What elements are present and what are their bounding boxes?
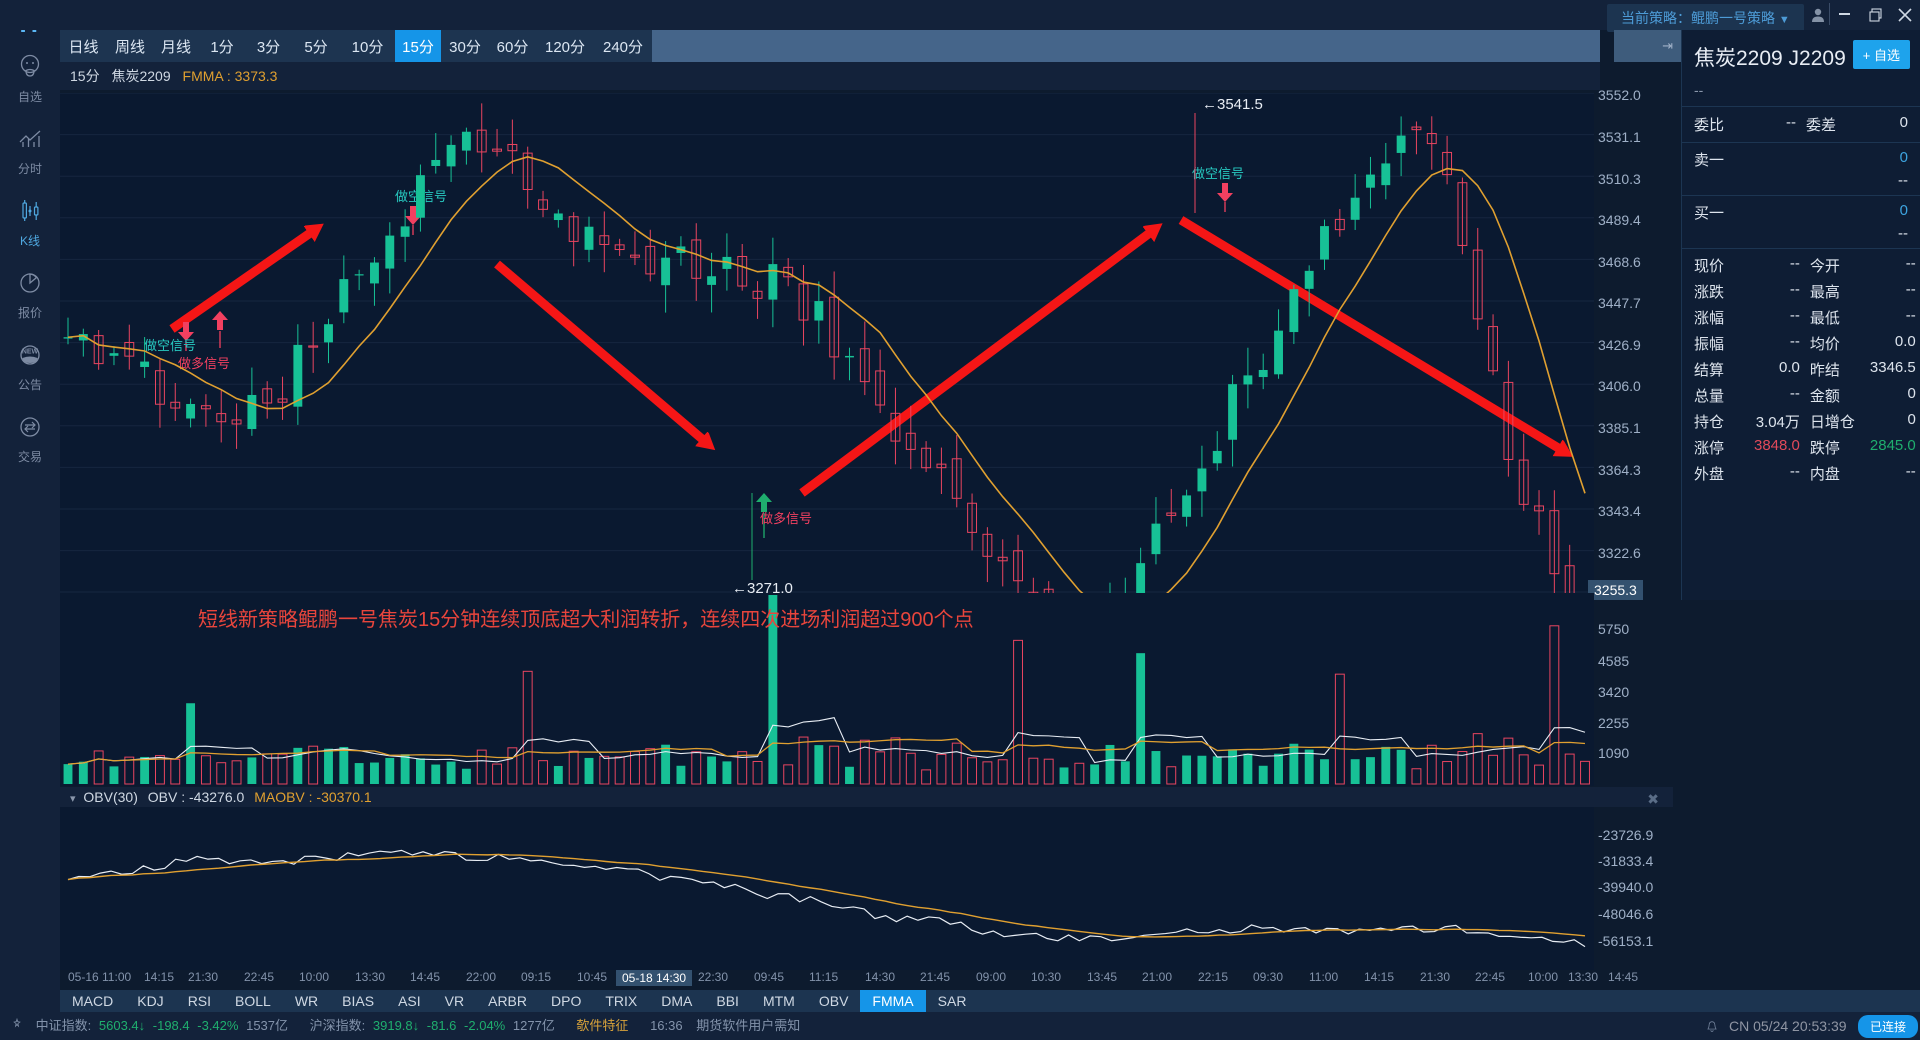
svg-text:做空信号: 做空信号 [144, 338, 196, 353]
svg-text:做多信号: 做多信号 [178, 356, 230, 371]
svg-text:做空信号: 做空信号 [1192, 166, 1244, 181]
svg-text:NEW: NEW [22, 349, 39, 356]
svg-text:做多信号: 做多信号 [760, 511, 812, 526]
svg-text:←3541.5: ←3541.5 [1202, 96, 1263, 113]
svg-text:←3271.0: ←3271.0 [732, 580, 793, 593]
